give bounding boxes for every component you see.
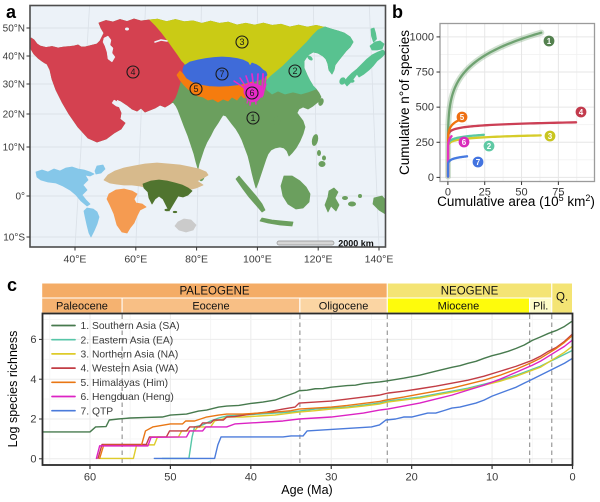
svg-text:20: 20	[406, 472, 418, 484]
svg-text:b: b	[392, 2, 403, 22]
svg-text:Pli.: Pli.	[533, 301, 548, 313]
svg-text:500: 500	[416, 102, 434, 114]
svg-text:6: 6	[30, 334, 36, 346]
svg-text:50: 50	[164, 472, 176, 484]
svg-text:0: 0	[445, 187, 451, 199]
svg-text:2: 2	[292, 66, 297, 76]
svg-text:60°E: 60°E	[124, 254, 147, 266]
svg-text:30°N: 30°N	[3, 80, 25, 91]
svg-text:25: 25	[479, 187, 491, 199]
svg-text:5: 5	[193, 84, 198, 94]
svg-text:Cumulative n°of species: Cumulative n°of species	[397, 30, 412, 175]
svg-text:3: 3	[548, 132, 553, 141]
svg-text:75: 75	[552, 187, 564, 199]
svg-text:Oligocene: Oligocene	[319, 301, 369, 313]
svg-text:140°E: 140°E	[365, 254, 394, 266]
svg-text:40: 40	[245, 472, 257, 484]
svg-text:7: 7	[476, 158, 481, 167]
svg-text:50°N: 50°N	[3, 24, 25, 35]
svg-text:250: 250	[416, 137, 434, 149]
svg-text:2. Eastern Asia (EA): 2. Eastern Asia (EA)	[81, 335, 174, 346]
svg-text:0: 0	[30, 454, 36, 466]
svg-text:1000: 1000	[410, 31, 434, 43]
svg-text:5. Himalayas (Him): 5. Himalayas (Him)	[81, 378, 169, 389]
svg-text:NEOGENE: NEOGENE	[441, 286, 499, 298]
svg-text:Paleocene: Paleocene	[56, 301, 108, 313]
svg-text:4: 4	[130, 67, 135, 77]
svg-text:40°N: 40°N	[3, 52, 25, 63]
svg-text:10: 10	[486, 472, 498, 484]
svg-text:Age (Ma): Age (Ma)	[281, 483, 332, 497]
svg-text:60: 60	[84, 472, 96, 484]
svg-text:0°: 0°	[15, 192, 25, 203]
svg-text:3. Northern Asia (NA): 3. Northern Asia (NA)	[81, 350, 179, 361]
svg-text:2000 km: 2000 km	[338, 239, 374, 249]
svg-text:PALEOGENE: PALEOGENE	[179, 286, 249, 298]
svg-text:0: 0	[569, 472, 575, 484]
svg-text:5: 5	[460, 113, 465, 122]
svg-text:4. Western Asia (WA): 4. Western Asia (WA)	[81, 364, 179, 375]
svg-text:Log species richness: Log species richness	[6, 331, 20, 448]
svg-text:40°E: 40°E	[64, 254, 87, 266]
svg-text:120°E: 120°E	[304, 254, 333, 266]
svg-text:a: a	[6, 2, 17, 22]
svg-text:1: 1	[250, 113, 255, 123]
svg-text:Miocene: Miocene	[438, 301, 480, 313]
svg-text:20°N: 20°N	[3, 110, 25, 121]
svg-text:2: 2	[487, 142, 492, 151]
svg-text:7. QTP: 7. QTP	[81, 406, 114, 417]
svg-text:1. Southern Asia (SA): 1. Southern Asia (SA)	[81, 321, 180, 332]
svg-text:0: 0	[428, 172, 434, 184]
svg-text:10°N: 10°N	[3, 143, 25, 154]
svg-text:6. Hengduan (Heng): 6. Hengduan (Heng)	[81, 392, 174, 403]
svg-text:Eocene: Eocene	[192, 301, 229, 313]
svg-text:1: 1	[547, 37, 552, 46]
svg-text:2: 2	[30, 414, 36, 426]
svg-text:750: 750	[416, 67, 434, 79]
svg-text:Cumulative area (105 km2): Cumulative area (105 km2)	[437, 193, 595, 209]
svg-text:100°E: 100°E	[243, 254, 272, 266]
svg-text:6: 6	[462, 138, 467, 147]
svg-text:7: 7	[219, 69, 224, 79]
svg-text:6: 6	[249, 88, 254, 98]
svg-text:80°E: 80°E	[185, 254, 208, 266]
svg-text:10°S: 10°S	[3, 233, 25, 244]
svg-text:c: c	[7, 275, 17, 295]
svg-text:3: 3	[239, 37, 244, 47]
svg-text:50: 50	[515, 187, 527, 199]
svg-text:Q.: Q.	[556, 292, 568, 304]
svg-text:30: 30	[325, 472, 337, 484]
svg-text:4: 4	[30, 374, 36, 386]
svg-text:4: 4	[579, 108, 584, 117]
